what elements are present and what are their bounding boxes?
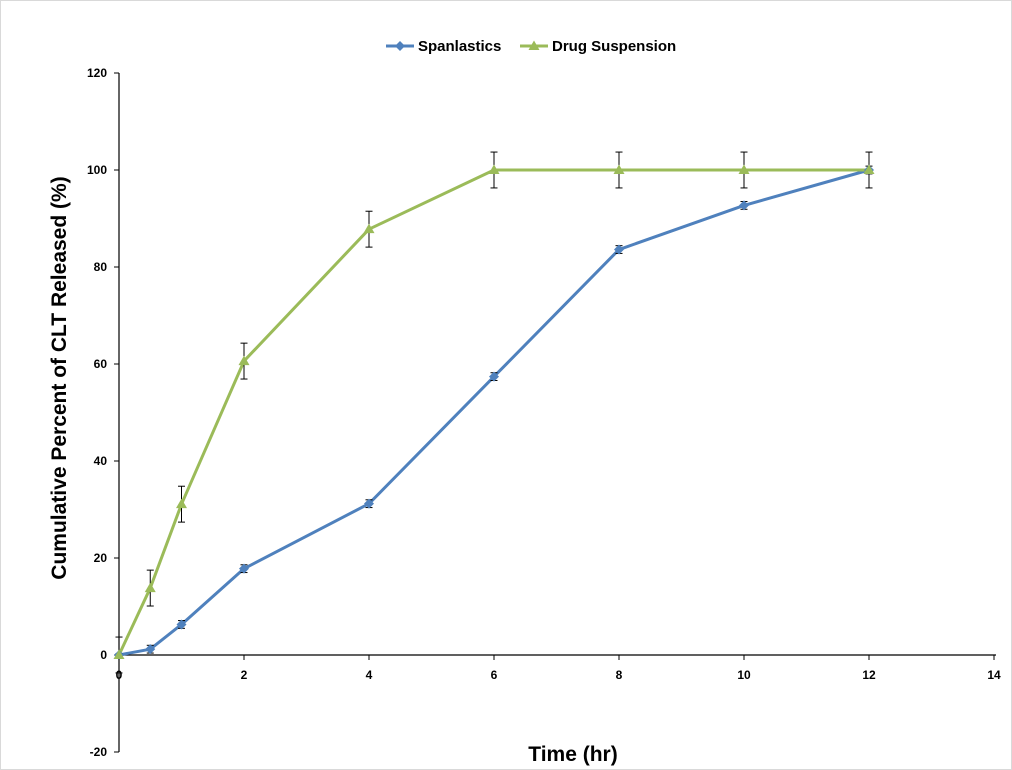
x-tick-label: 12 (862, 668, 876, 682)
data-point-drug-suspension (144, 582, 156, 593)
data-point-spanlastics (176, 619, 187, 630)
data-point-spanlastics (364, 498, 374, 509)
x-tick-label: 4 (366, 668, 373, 682)
x-tick-label: 14 (987, 668, 1001, 682)
x-tick-label: 8 (616, 668, 623, 682)
data-point-spanlastics (739, 200, 749, 211)
data-point-drug-suspension (863, 164, 875, 174)
data-point-spanlastics (239, 563, 249, 574)
x-tick-label: 6 (491, 668, 498, 682)
x-tick-group: 0 2 4 6 8 10 12 14 (116, 655, 1001, 682)
y-tick-group: -20 0 20 40 60 80 100 120 (87, 66, 119, 759)
data-point-spanlastics (489, 371, 499, 382)
series-points-spanlastics (114, 165, 874, 660)
data-point-drug-suspension (238, 355, 250, 366)
y-tick-label: 120 (87, 66, 107, 80)
legend-item-drug-suspension: Drug Suspension (520, 38, 676, 55)
y-axis-title: Cumulative Percent of CLT Released (%) (48, 176, 71, 579)
data-point-drug-suspension (613, 164, 625, 174)
y-tick-label: -20 (90, 745, 108, 759)
data-point-drug-suspension (363, 223, 375, 234)
series-points-drug-suspension (113, 151, 875, 674)
data-point-drug-suspension (113, 649, 125, 659)
y-tick-label: 80 (94, 260, 108, 274)
y-tick-label: 20 (94, 551, 108, 565)
data-point-spanlastics (145, 644, 156, 655)
data-point-drug-suspension (176, 498, 187, 509)
data-point-drug-suspension (488, 164, 500, 174)
legend-marker-diamond-icon (395, 41, 405, 51)
legend-label-drug-suspension: Drug Suspension (552, 38, 676, 55)
y-tick-label: 100 (87, 163, 107, 177)
series-layer (113, 151, 875, 674)
legend-item-spanlastics: Spanlastics (386, 38, 501, 55)
y-tick-label: 40 (94, 454, 108, 468)
x-axis-title: Time (hr) (528, 743, 617, 766)
legend: Spanlastics Drug Suspension (386, 38, 676, 55)
x-tick-label: 0 (116, 668, 123, 682)
x-tick-label: 2 (241, 668, 248, 682)
y-tick-label: 0 (100, 648, 107, 662)
data-point-spanlastics (614, 244, 624, 255)
data-point-drug-suspension (738, 164, 750, 174)
y-tick-label: 60 (94, 357, 108, 371)
x-tick-label: 10 (737, 668, 751, 682)
legend-marker-triangle-icon (528, 40, 540, 50)
legend-label-spanlastics: Spanlastics (418, 38, 501, 55)
